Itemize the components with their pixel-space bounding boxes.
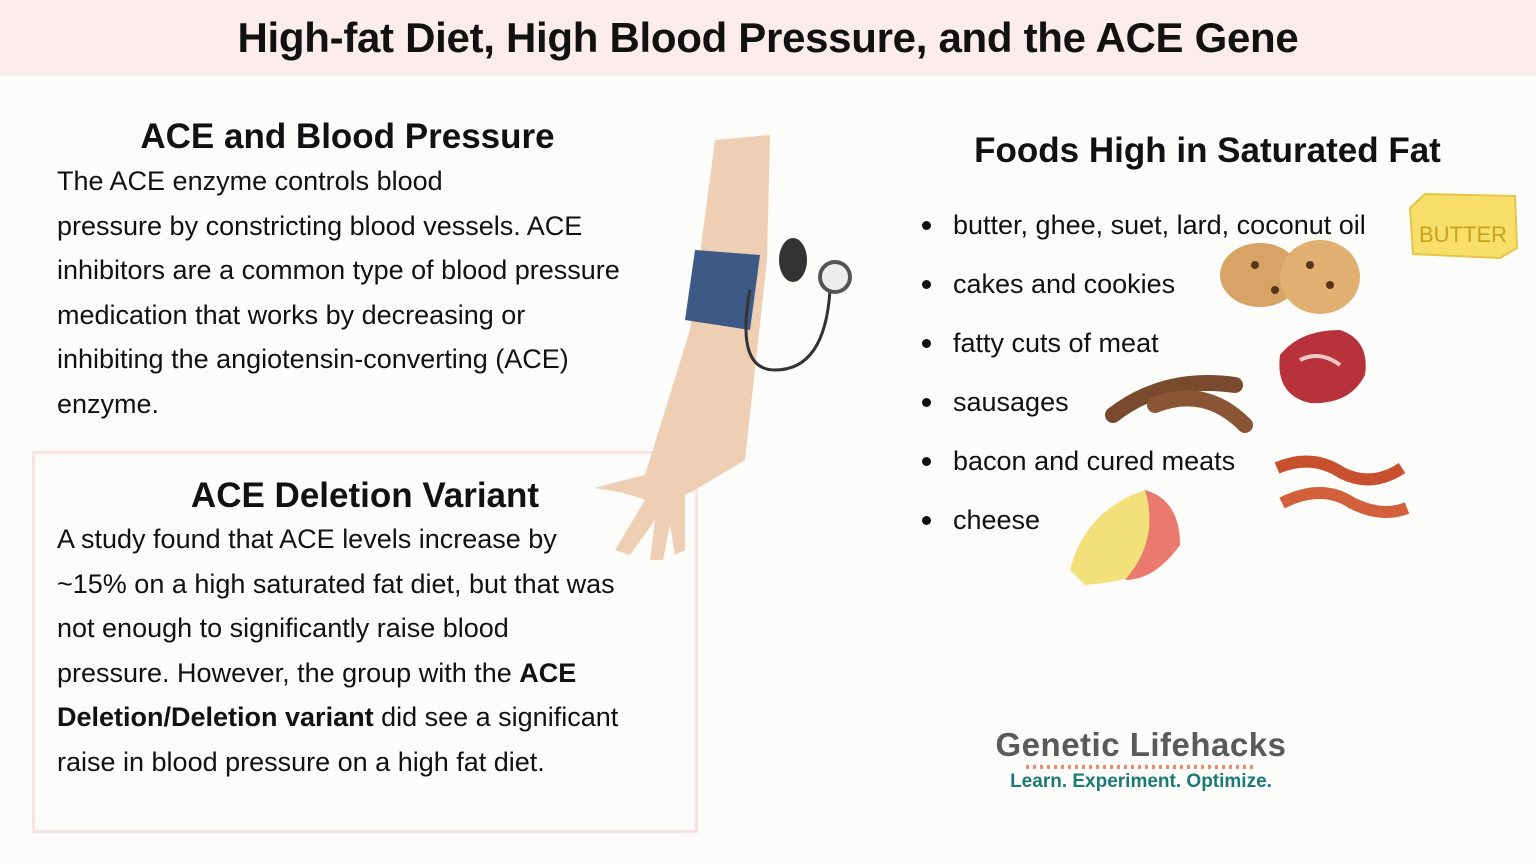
header: High-fat Diet, High Blood Pressure, and … [0,0,1536,76]
item-label: bacon and cured meats [953,446,1236,476]
text-line: A study found that ACE levels increase b… [57,524,557,554]
ace-bp-heading: ACE and Blood Pressure [140,117,555,156]
item-label: butter, ghee, suet, lard, coconut oil [953,210,1366,240]
bullet-icon [922,280,931,289]
text-line: Deletion/Deletion variant did see a sign… [57,695,618,740]
sausages-icon [1105,375,1253,433]
deletion-heading: ACE Deletion Variant [190,476,540,515]
foods-heading: Foods High in Saturated Fat [974,131,1441,170]
cookies-icon [1220,240,1360,314]
text: did see a significant [373,702,619,732]
bullet-icon [922,516,931,525]
meat-icon [1279,330,1366,404]
list-item: cakes and cookies [922,255,1366,314]
bullet-icon [922,221,931,230]
logo-tagline: Learn. Experiment. Optimize. [1010,771,1272,792]
text-line: pressure by constricting blood vessels. … [57,210,583,241]
foods-list: butter, ghee, suet, lard, coconut oil ca… [922,196,1366,550]
text-line: ~15% on a high saturated fat diet, but t… [57,568,615,599]
text-line: The ACE enzyme controls blood [57,166,443,196]
bacon-icon [1274,455,1410,518]
cheese-icon [1070,490,1180,585]
butter-label: BUTTER [1419,222,1507,247]
logo-dots [1026,765,1256,769]
genetic-lifehacks-logo: Genetic Lifehacks Learn. Experiment. Opt… [986,726,1296,793]
list-item: cheese [922,491,1366,550]
text-line: inhibiting the angiotensin-converting (A… [57,344,569,374]
list-item: butter, ghee, suet, lard, coconut oil [922,196,1366,255]
text-line: raise in blood pressure on a high fat di… [57,746,545,777]
bullet-icon [922,457,931,466]
blood-pressure-arm-illustration [595,135,852,560]
butter-icon: BUTTER [1408,192,1519,260]
item-label: fatty cuts of meat [953,328,1159,358]
text-line: not enough to significantly raise blood [57,613,509,643]
list-item: bacon and cured meats [922,432,1366,491]
text: pressure. However, the group with the [57,657,520,688]
text-line: medication that works by decreasing or [57,299,526,330]
list-item: fatty cuts of meat [922,314,1366,373]
bold-text: Deletion/Deletion variant [57,702,374,732]
ace-bp-text: The ACE enzyme controls blood pressure b… [57,159,620,426]
text-line: pressure. However, the group with the AC… [57,651,618,696]
item-label: cakes and cookies [953,269,1176,299]
deletion-box [32,451,698,833]
item-label: sausages [953,387,1069,417]
text-line: enzyme. [57,388,160,419]
bold-text: ACE [519,657,577,688]
page-title: High-fat Diet, High Blood Pressure, and … [237,14,1299,61]
bullet-icon [922,398,931,407]
list-item: sausages [922,373,1366,432]
bullet-icon [922,339,931,348]
text-line: inhibitors are a common type of blood pr… [57,255,620,285]
item-label: cheese [953,505,1041,535]
logo-name: Genetic Lifehacks [995,726,1287,763]
deletion-text: A study found that ACE levels increase b… [57,517,618,784]
